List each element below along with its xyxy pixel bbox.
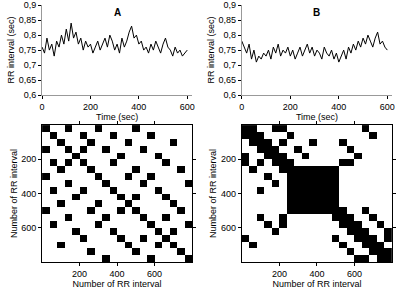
svg-text:600: 600: [380, 102, 395, 112]
svg-text:0,9: 0,9: [223, 0, 236, 10]
svg-text:600: 600: [21, 223, 36, 233]
svg-text:RR interval (sec): RR interval (sec): [206, 17, 216, 84]
svg-text:600: 600: [347, 269, 362, 279]
svg-text:200: 200: [72, 269, 87, 279]
svg-text:200: 200: [21, 154, 36, 164]
svg-text:Time (sec): Time (sec): [296, 112, 338, 122]
svg-text:400: 400: [309, 269, 324, 279]
svg-text:200: 200: [83, 102, 98, 112]
svg-text:600: 600: [221, 223, 236, 233]
svg-text:0: 0: [239, 102, 244, 112]
svg-text:400: 400: [110, 269, 125, 279]
svg-text:0,8: 0,8: [223, 30, 236, 40]
svg-text:0,75: 0,75: [218, 45, 236, 55]
svg-text:Number of RR interval: Number of RR interval: [208, 149, 218, 238]
svg-text:0,9: 0,9: [24, 0, 37, 10]
svg-text:RR interval (sec): RR interval (sec): [6, 17, 16, 84]
svg-text:400: 400: [131, 102, 146, 112]
svg-text:Number of RR interval: Number of RR interval: [272, 279, 361, 289]
svg-text:200: 200: [283, 102, 298, 112]
svg-text:400: 400: [221, 189, 236, 199]
svg-text:0: 0: [40, 102, 45, 112]
svg-text:0,8: 0,8: [24, 30, 37, 40]
svg-text:A: A: [114, 7, 121, 18]
svg-text:200: 200: [221, 154, 236, 164]
svg-text:0,7: 0,7: [24, 60, 37, 70]
svg-text:Number of RR interval: Number of RR interval: [73, 279, 162, 289]
svg-text:Time (sec): Time (sec): [96, 112, 138, 122]
svg-text:400: 400: [21, 189, 36, 199]
svg-text:0,6: 0,6: [24, 90, 37, 100]
svg-text:0,6: 0,6: [223, 90, 236, 100]
svg-text:400: 400: [331, 102, 346, 112]
svg-text:0,85: 0,85: [19, 15, 37, 25]
svg-text:0,7: 0,7: [223, 60, 236, 70]
svg-text:0,65: 0,65: [218, 75, 236, 85]
svg-text:600: 600: [180, 102, 195, 112]
svg-text:0,85: 0,85: [218, 15, 236, 25]
svg-text:600: 600: [147, 269, 162, 279]
svg-text:Number of RR interval: Number of RR interval: [9, 149, 19, 238]
svg-text:200: 200: [272, 269, 287, 279]
svg-text:0,75: 0,75: [19, 45, 37, 55]
svg-text:0,65: 0,65: [19, 75, 37, 85]
svg-text:B: B: [313, 7, 320, 18]
